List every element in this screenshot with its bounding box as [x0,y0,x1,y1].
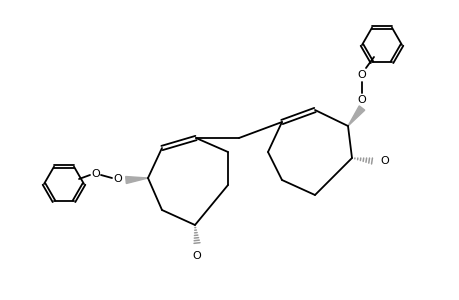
Text: O: O [192,251,201,261]
Text: O: O [357,70,365,80]
Text: O: O [113,174,122,184]
Polygon shape [125,176,148,184]
Text: O: O [379,156,388,166]
Polygon shape [347,106,364,126]
Text: O: O [357,95,365,105]
Text: O: O [91,169,100,179]
